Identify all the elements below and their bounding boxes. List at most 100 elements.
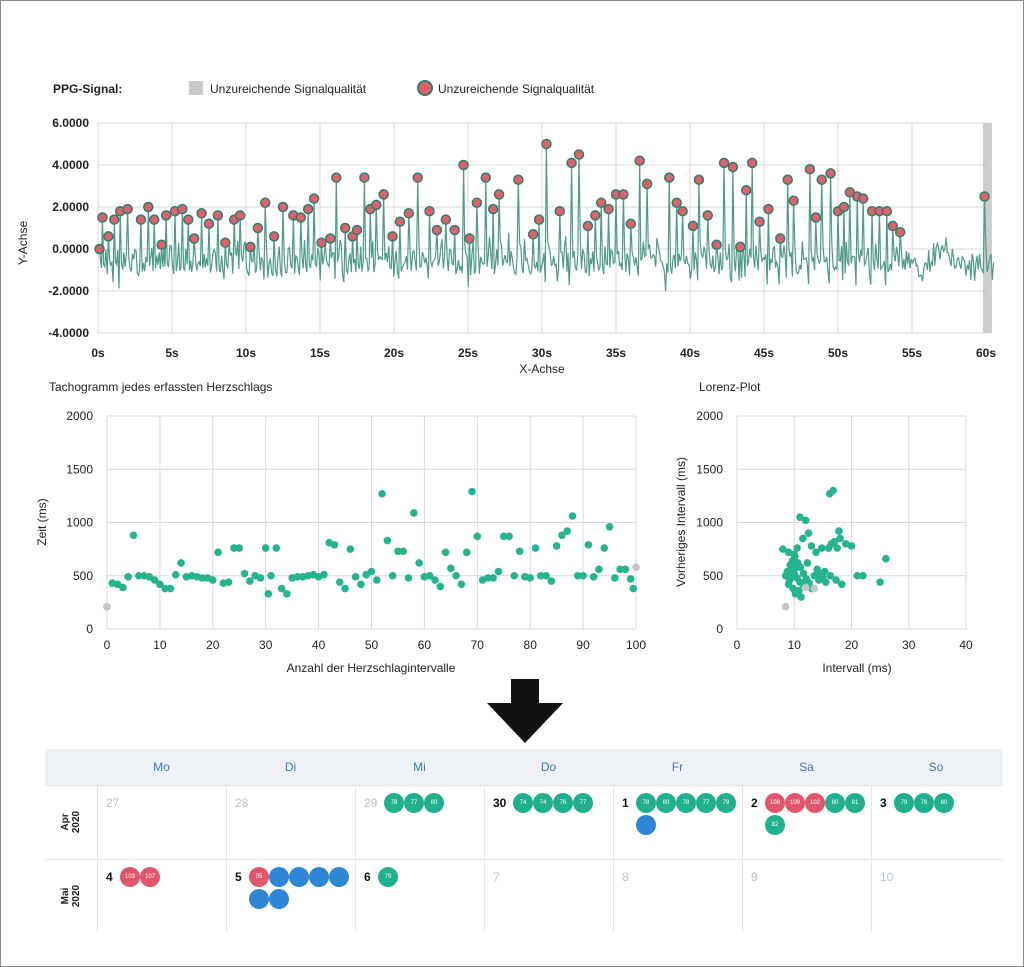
- legend-item-red: Unzureichende Signalqualität: [438, 82, 595, 96]
- heart-rate-badge[interactable]: 79: [894, 793, 914, 813]
- tacho-point: [246, 577, 254, 585]
- calendar-day-cell[interactable]: 29 78 77 80: [355, 786, 485, 858]
- lorenz-point: [784, 548, 793, 557]
- heart-rate-badge[interactable]: 80: [934, 793, 954, 813]
- heart-rate-badge[interactable]: 102: [805, 793, 825, 813]
- tacho-point: [161, 584, 169, 593]
- heart-rate-badge[interactable]: [309, 867, 329, 887]
- tacho-point: [198, 574, 207, 582]
- ppg-xtick-label: 45s: [754, 346, 774, 360]
- calendar-day-cell[interactable]: 4 103 107: [97, 860, 227, 932]
- tacho-point: [510, 571, 519, 580]
- heart-rate-badge[interactable]: 78: [384, 793, 404, 813]
- lorenz-point: [795, 586, 803, 595]
- heart-rate-badge[interactable]: [269, 867, 289, 887]
- tacho-point: [621, 565, 630, 574]
- ppg-peak-marker: [103, 231, 114, 242]
- tacho-point: [283, 590, 291, 598]
- lorenz-point: [812, 548, 820, 557]
- heart-rate-badge[interactable]: 78: [636, 793, 656, 813]
- ppg-peak-marker: [351, 224, 363, 236]
- calendar-day-cell[interactable]: 28: [226, 786, 356, 858]
- calendar-day-cell[interactable]: 7: [484, 860, 614, 932]
- heart-rate-badge[interactable]: 107: [140, 867, 160, 887]
- ppg-peak-marker: [816, 174, 827, 185]
- lorenz-point: [832, 576, 840, 584]
- heart-rate-badge[interactable]: [329, 867, 349, 887]
- heart-rate-badge[interactable]: 81: [845, 793, 865, 813]
- lorenz-ytick-label: 2000: [696, 409, 723, 423]
- lorenz-point: [788, 571, 796, 580]
- heart-rate-badge[interactable]: 79: [378, 867, 398, 887]
- lorenz-point: [797, 593, 805, 601]
- tacho-point: [462, 548, 471, 557]
- ppg-peak-marker: [634, 155, 645, 167]
- ppg-peak-marker: [449, 224, 460, 236]
- lorenz-point: [793, 544, 801, 552]
- lorenz-plot-chart: Lorenz-Plot Intervall (ms) Vorheriges In…: [674, 380, 973, 675]
- heart-rate-badge[interactable]: 82: [765, 815, 785, 835]
- calendar-week-row: Apr 2020 27 28 29 78 77 80 30 74 74 76 77 1 78 80 78 77 7…: [45, 785, 1003, 858]
- ppg-peak-marker: [603, 203, 614, 215]
- heart-rate-badge[interactable]: 80: [825, 793, 845, 813]
- tacho-point: [595, 565, 603, 574]
- heart-rate-badge[interactable]: [249, 889, 269, 909]
- lorenz-point: [820, 567, 829, 576]
- tacho-point: [399, 547, 408, 556]
- heart-rate-badge[interactable]: 77: [404, 793, 424, 813]
- calendar-day-cell[interactable]: 1 78 80 78 77 79: [613, 786, 743, 858]
- ppg-ytick-label: 0.0000: [52, 242, 89, 256]
- ppg-peak-marker: [135, 214, 147, 225]
- heart-rate-badge[interactable]: 76: [553, 793, 573, 813]
- heart-rate-badge[interactable]: 108: [765, 793, 785, 813]
- heart-rate-badge[interactable]: 95: [249, 867, 269, 887]
- ppg-peak-marker: [308, 193, 320, 204]
- heart-rate-badge[interactable]: [289, 867, 309, 887]
- tacho-point: [626, 575, 635, 583]
- heart-rate-badge[interactable]: 109: [785, 793, 805, 813]
- weekday-di: Di: [284, 760, 297, 774]
- calendar-day-cell[interactable]: 30 74 74 76 77: [484, 786, 614, 858]
- tacho-point: [542, 571, 550, 580]
- heart-rate-badge[interactable]: [636, 815, 656, 835]
- calendar-day-cell[interactable]: 8: [613, 860, 743, 932]
- heart-rate-badge[interactable]: 80: [424, 793, 444, 813]
- calendar-day-cell[interactable]: 10: [871, 860, 1002, 932]
- lorenz-point: [817, 544, 826, 552]
- tacho-point: [264, 590, 273, 598]
- calendar-day-cell[interactable]: 2 108 109 102 80 81 82: [742, 786, 872, 858]
- ppg-peak-marker: [268, 231, 280, 242]
- ppg-ytick-label: 6.0000: [52, 116, 89, 130]
- heart-rate-badge[interactable]: 80: [656, 793, 676, 813]
- day-number: 4: [106, 870, 113, 884]
- heart-rate-badge[interactable]: 77: [573, 793, 593, 813]
- tacho-point: [320, 570, 328, 579]
- ppg-peak-marker: [810, 212, 822, 223]
- tachogramm-chart: Tachogramm jedes erfassten Herzschlags A…: [35, 380, 646, 675]
- heart-rate-badge[interactable]: 79: [716, 793, 736, 813]
- heart-rate-badge[interactable]: 78: [676, 793, 696, 813]
- calendar-day-cell[interactable]: 3 79 78 80: [871, 786, 1002, 858]
- ppg-peak-marker: [582, 220, 594, 232]
- tacho-point: [536, 571, 545, 580]
- calendar-day-cell[interactable]: 5 95: [226, 860, 356, 932]
- heart-rate-badge[interactable]: [269, 889, 289, 909]
- tacho-point: [589, 573, 598, 581]
- heart-rate-badge[interactable]: 74: [533, 793, 553, 813]
- ppg-peak-marker: [727, 161, 739, 173]
- heart-rate-badge[interactable]: 103: [120, 867, 140, 887]
- calendar-day-cell[interactable]: 27: [97, 786, 227, 858]
- heart-rate-badge[interactable]: 77: [696, 793, 716, 813]
- calendar-day-cell[interactable]: 6 79: [355, 860, 485, 932]
- tacho-point: [177, 559, 185, 567]
- lorenz-xtick-label: 40: [959, 638, 973, 652]
- ppg-peak-marker: [431, 224, 443, 236]
- ppg-ytick-label: 4.0000: [52, 158, 89, 172]
- heart-rate-badge[interactable]: 78: [914, 793, 934, 813]
- tacho-point: [129, 531, 138, 540]
- tacho-point: [214, 548, 222, 557]
- ppg-peak-marker: [234, 210, 246, 221]
- lorenz-xtick-label: 30: [902, 638, 916, 652]
- heart-rate-badge[interactable]: 74: [513, 793, 533, 813]
- calendar-day-cell[interactable]: 9: [742, 860, 872, 932]
